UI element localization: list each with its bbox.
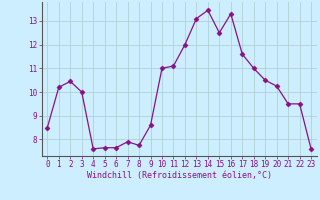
X-axis label: Windchill (Refroidissement éolien,°C): Windchill (Refroidissement éolien,°C) (87, 171, 272, 180)
